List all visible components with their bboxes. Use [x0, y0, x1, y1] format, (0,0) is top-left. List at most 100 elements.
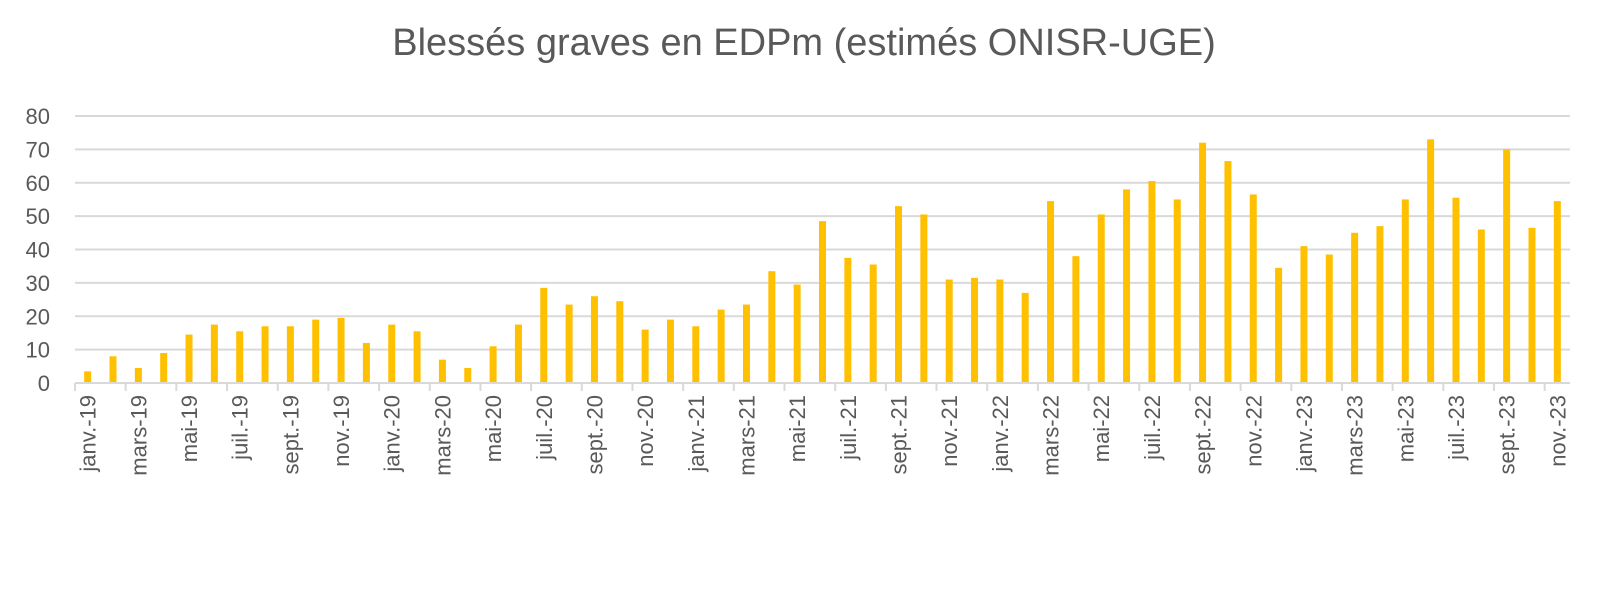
x-tick-label: juil.-22: [1140, 395, 1165, 461]
bar: [185, 334, 193, 383]
bar: [1275, 267, 1283, 383]
x-tick-label: janv.-23: [1292, 395, 1317, 473]
bar: [337, 317, 345, 383]
bar: [1224, 161, 1232, 383]
bar: [1528, 227, 1536, 383]
x-tick-label: sept.-21: [887, 395, 912, 475]
bar: [540, 287, 548, 383]
bar: [514, 324, 522, 383]
bar: [1047, 201, 1055, 383]
x-tick-label: mars-20: [430, 395, 455, 476]
bar: [362, 342, 370, 383]
bar: [565, 304, 573, 383]
y-tick-label: 60: [26, 171, 50, 196]
bar: [971, 277, 979, 383]
bar: [261, 326, 269, 383]
bar: [1123, 189, 1131, 383]
bar: [819, 221, 826, 383]
y-tick-label: 70: [26, 137, 50, 162]
bar: [489, 346, 497, 383]
bar: [844, 257, 852, 383]
x-tick-label: mars-22: [1039, 395, 1064, 476]
y-tick-label: 30: [26, 271, 50, 296]
bar: [438, 359, 446, 383]
bar: [1249, 194, 1257, 383]
bar: [1199, 142, 1207, 383]
x-tick-label: sept.-20: [582, 395, 607, 475]
y-tick-label: 80: [26, 104, 50, 129]
bar: [742, 304, 750, 383]
bar: [210, 324, 218, 383]
x-tick-label: nov.-21: [937, 395, 962, 467]
bar: [590, 296, 598, 383]
bar: [1477, 229, 1485, 383]
bar: [1148, 181, 1156, 383]
x-tick-label: mars-19: [126, 395, 151, 476]
x-tick-label: janv.-21: [684, 395, 709, 473]
bar: [388, 324, 396, 383]
x-tick-label: nov.-22: [1241, 395, 1266, 467]
bar: [869, 264, 877, 383]
bar: [945, 279, 953, 383]
bar: [109, 356, 117, 383]
bar: [1553, 201, 1561, 383]
x-tick-label: mars-21: [734, 395, 759, 476]
x-tick-label: sept.-23: [1495, 395, 1520, 475]
x-tick-label: sept.-19: [278, 395, 303, 475]
bar: [1021, 292, 1029, 383]
bar: [641, 329, 649, 383]
bar: [1351, 232, 1359, 383]
x-tick-label: mai-21: [785, 395, 810, 462]
bar: [1072, 256, 1080, 383]
x-tick-label: janv.-19: [76, 395, 101, 473]
x-tick-label: mai-22: [1089, 395, 1114, 462]
x-tick-label: juil.-19: [228, 395, 253, 461]
x-tick-label: nov.-23: [1545, 395, 1570, 467]
bar: [717, 309, 725, 383]
x-tick-label: sept.-22: [1191, 395, 1216, 475]
bar: [1427, 139, 1435, 383]
y-tick-label: 20: [26, 304, 50, 329]
bar: [160, 352, 168, 383]
x-axis-tick-labels: janv.-19 mars-19 mai-19 juil.-19 sept.-19 nov…: [76, 395, 1571, 476]
y-axis-ticks: 0 10 20 30 40 50 60 70 80: [26, 104, 50, 396]
x-tick-label: juil.-21: [836, 395, 861, 461]
x-tick-label: mars-23: [1343, 395, 1368, 476]
x-tick-label: nov.-20: [633, 395, 658, 467]
bar: [895, 206, 903, 383]
bar: [464, 367, 472, 383]
chart-title: Blessés graves en EDPm (estimés ONISR-UG…: [392, 22, 1216, 64]
x-axis: [74, 382, 1570, 391]
bar: [413, 331, 421, 383]
bar: [996, 279, 1004, 383]
y-tick-label: 40: [26, 238, 50, 263]
x-tick-label: mai-20: [481, 395, 506, 462]
x-tick-label: juil.-20: [532, 395, 557, 461]
y-tick-label: 10: [26, 338, 50, 363]
bar: [1300, 246, 1308, 383]
x-tick-label: mai-19: [177, 395, 202, 462]
bar: [1325, 254, 1333, 383]
bar: [666, 319, 674, 383]
bar: [134, 367, 142, 383]
y-tick-label: 0: [38, 371, 50, 396]
bar: [286, 326, 294, 383]
bar: [1452, 197, 1460, 383]
bar: [1401, 199, 1409, 383]
bar: [1503, 149, 1511, 383]
bar: [616, 301, 624, 383]
bar: [768, 271, 776, 383]
y-tick-label: 50: [26, 204, 50, 229]
x-tick-label: juil.-23: [1444, 395, 1469, 461]
x-tick-label: mai-23: [1393, 395, 1418, 462]
bar: [920, 214, 928, 383]
bar: [793, 284, 801, 383]
bars: [84, 139, 1561, 383]
bar: [312, 319, 320, 383]
bar: [84, 371, 92, 383]
bar: [1173, 199, 1181, 383]
bar: [236, 331, 244, 383]
x-tick-label: janv.-22: [988, 395, 1013, 473]
x-tick-label: nov.-19: [329, 395, 354, 467]
